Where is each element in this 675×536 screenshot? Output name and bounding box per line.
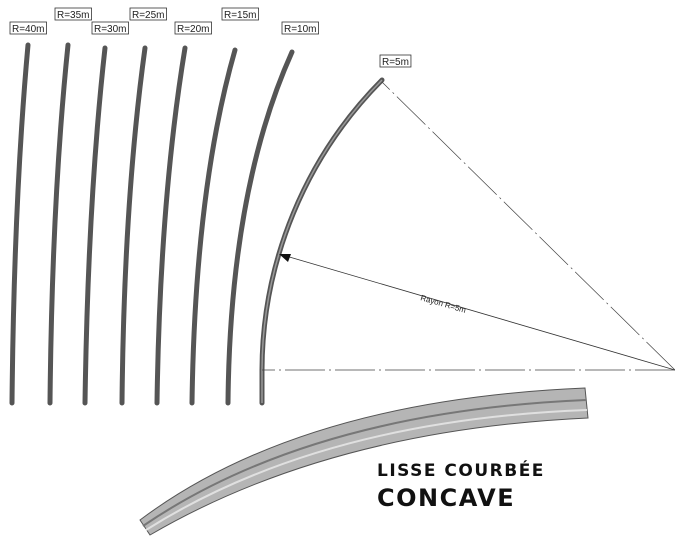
radius-tag: R=40m — [12, 24, 45, 35]
caption-line2: CONCAVE — [377, 484, 515, 512]
radius-label: Rayon R=5m — [419, 293, 467, 315]
rail-r5 — [262, 80, 382, 403]
radius-tag: R=35m — [57, 10, 90, 21]
rail-r35 — [50, 45, 68, 403]
radius-tag: R=15m — [224, 10, 257, 21]
radius-tag: R=25m — [132, 10, 165, 21]
rail-r25 — [122, 48, 145, 403]
rail-r5-inner — [262, 80, 382, 403]
rail-r40 — [12, 45, 28, 403]
arrow-head — [279, 254, 291, 262]
drawing: Rayon R=5m LISSE COURBÉE CONCAVE R=40mR=… — [0, 0, 675, 536]
caption-line1: LISSE COURBÉE — [377, 459, 545, 481]
radius-tag: R=30m — [94, 24, 127, 35]
radius-labels: R=40m R=35m R=30m R=25m R=20m R=15m R=10m R=5m — [10, 8, 411, 68]
radius-tag: R=10m — [284, 24, 317, 35]
rail-r20 — [157, 48, 185, 403]
radius-tag: R=5m — [382, 57, 409, 68]
dimension-lines — [262, 82, 675, 370]
rail-r30 — [85, 48, 105, 403]
radius-tag: R=20m — [177, 24, 210, 35]
rails — [12, 45, 382, 403]
rail-r10 — [228, 52, 292, 403]
